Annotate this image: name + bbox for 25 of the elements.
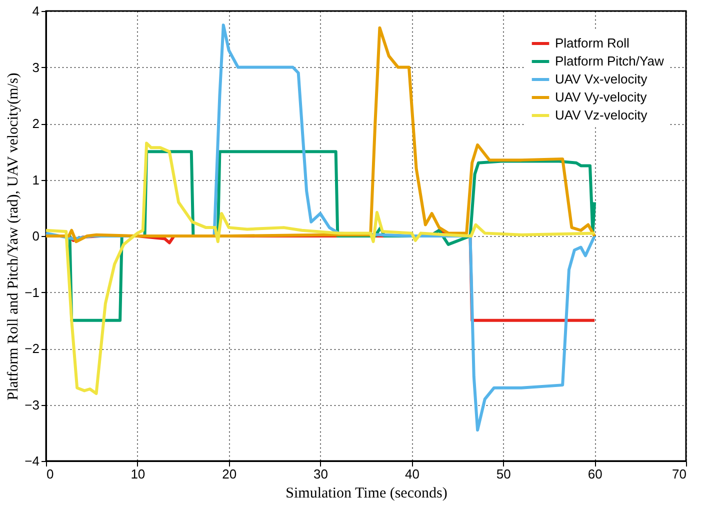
y-tick-label: −3 xyxy=(24,397,40,412)
legend-label: UAV Vz-velocity xyxy=(555,108,648,122)
y-tick-label: −4 xyxy=(24,454,40,468)
legend-label: Platform Pitch/Yaw xyxy=(555,54,664,68)
legend-label: UAV Vx-velocity xyxy=(555,72,648,86)
y-tick-label: 4 xyxy=(32,4,40,18)
legend-label: UAV Vy-velocity xyxy=(555,90,648,104)
y-tick-label: −1 xyxy=(24,284,40,300)
x-tick-label: 10 xyxy=(130,466,146,482)
x-tick-label: 60 xyxy=(588,466,602,482)
x-tick-label: 70 xyxy=(672,466,686,482)
y-axis-title: Platform Roll and Pitch/Yaw (rad), UAV velocity(m/s) xyxy=(6,72,22,400)
legend-label: Platform Roll xyxy=(555,36,630,50)
y-tick-label: −2 xyxy=(24,341,40,356)
y-tick-label: 2 xyxy=(32,116,40,131)
y-tick-label: 3 xyxy=(32,60,40,75)
x-tick-label: 40 xyxy=(404,466,420,482)
line-series xyxy=(44,142,596,395)
x-tick-label: 30 xyxy=(314,466,328,482)
y-tick-label: 0 xyxy=(32,228,40,244)
x-axis-title: Simulation Time (seconds) xyxy=(286,486,448,502)
x-tick-label: 0 xyxy=(46,466,54,482)
x-tick-label: 50 xyxy=(496,466,511,482)
x-tick-label: 20 xyxy=(222,466,237,482)
y-tick-label: 1 xyxy=(32,172,40,188)
